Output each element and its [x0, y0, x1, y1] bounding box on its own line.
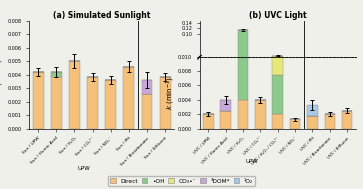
- Text: UPW: UPW: [77, 166, 90, 171]
- Bar: [307, 105, 318, 116]
- Bar: [238, 58, 248, 59]
- Bar: [238, 100, 248, 129]
- Bar: [273, 114, 283, 129]
- Bar: [255, 58, 266, 59]
- Bar: [342, 111, 352, 129]
- Bar: [87, 77, 98, 129]
- Bar: [273, 28, 283, 75]
- Y-axis label: $k$ (min$^{-1}$): $k$ (min$^{-1}$): [164, 76, 177, 110]
- Bar: [325, 114, 335, 129]
- Bar: [220, 58, 231, 59]
- Bar: [255, 100, 266, 129]
- Bar: [69, 61, 80, 129]
- Bar: [51, 72, 62, 77]
- Bar: [290, 119, 300, 129]
- Legend: Direct, •OH, CO₃•⁻, ³DOM*, ¹O₂: Direct, •OH, CO₃•⁻, ³DOM*, ¹O₂: [107, 176, 256, 186]
- Bar: [160, 77, 171, 129]
- Bar: [307, 58, 318, 59]
- Bar: [51, 77, 62, 129]
- Bar: [142, 80, 152, 94]
- Bar: [238, 0, 248, 100]
- Bar: [203, 114, 213, 129]
- Text: UPW: UPW: [245, 159, 258, 164]
- Bar: [238, 30, 248, 58]
- Title: (b) UVC Light: (b) UVC Light: [249, 11, 306, 20]
- Bar: [33, 72, 44, 129]
- Bar: [220, 111, 231, 129]
- Bar: [105, 80, 116, 129]
- Bar: [273, 75, 283, 114]
- Bar: [123, 67, 134, 129]
- Bar: [273, 56, 283, 57]
- Bar: [220, 100, 231, 111]
- Y-axis label: $k$ (min$^{-1}$): $k$ (min$^{-1}$): [0, 58, 6, 92]
- Bar: [307, 116, 318, 129]
- Bar: [142, 94, 152, 129]
- Title: (a) Simulated Sunlight: (a) Simulated Sunlight: [53, 11, 150, 20]
- Bar: [273, 57, 283, 59]
